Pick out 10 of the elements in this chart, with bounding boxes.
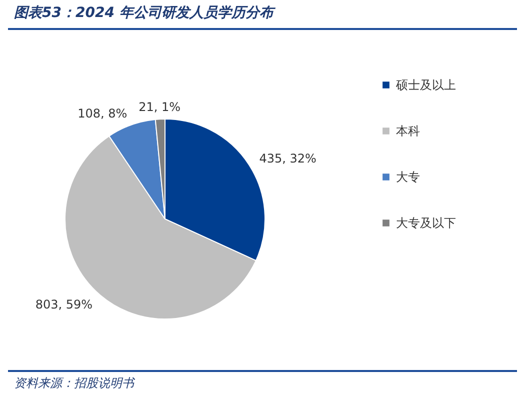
chart-title: 图表53：2024 年公司研发人员学历分布	[14, 4, 274, 22]
legend-label: 本科	[396, 124, 420, 138]
data-label: 435, 32%	[259, 151, 316, 166]
legend-label: 硕士及以上	[395, 78, 456, 92]
text: 资料来源：招股说明书	[14, 375, 134, 392]
data-label: 108, 8%	[78, 106, 128, 121]
data-label: 803, 59%	[35, 297, 93, 312]
legend-label: 大专及以下	[396, 216, 456, 230]
legend-label: 大专	[396, 170, 420, 184]
data-label: 21, 1%	[138, 100, 181, 114]
